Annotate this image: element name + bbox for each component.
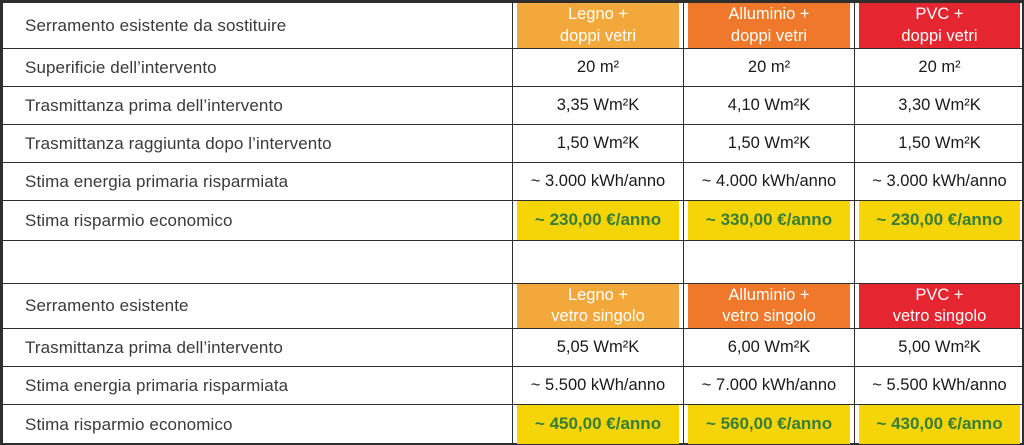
savings-cell: ~ 430,00 €/anno	[854, 404, 1024, 445]
spacer-row	[2, 240, 1024, 284]
value-cell: ~ 4.000 kWh/anno	[683, 162, 855, 201]
table-row-risparmio-economico-2: Stima risparmio economico ~ 450,00 €/ann…	[2, 404, 1024, 445]
pvc-vetro-singolo-chip: PVC + vetro singolo	[859, 284, 1020, 328]
col-header-line1: Alluminio +	[728, 5, 810, 24]
savings-amount: ~ 560,00 €/anno	[705, 414, 833, 434]
row-label: Stima risparmio economico	[2, 404, 513, 445]
value-cell: 5,05 Wm²K	[512, 328, 684, 367]
table-row-energia-risparmiata: Stima energia primaria risparmiata ~ 3.0…	[2, 162, 1024, 201]
row-label: Stima energia primaria risparmiata	[2, 366, 513, 405]
value-cell: ~ 5.500 kWh/anno	[854, 366, 1024, 405]
value-cell: ~ 3.000 kWh/anno	[512, 162, 684, 201]
legno-vetro-singolo-chip: Legno + vetro singolo	[517, 284, 679, 328]
savings-cell: ~ 230,00 €/anno	[854, 200, 1024, 241]
col-header-line1: PVC +	[915, 5, 964, 24]
value-cell: 20 m²	[854, 48, 1024, 87]
table-row-risparmio-economico: Stima risparmio economico ~ 230,00 €/ann…	[2, 200, 1024, 241]
empty-cell	[854, 240, 1024, 284]
savings-value: ~ 450,00 €/anno	[517, 405, 679, 444]
savings-cell: ~ 330,00 €/anno	[683, 200, 855, 241]
value-cell: 20 m²	[683, 48, 855, 87]
savings-cell: ~ 230,00 €/anno	[512, 200, 684, 241]
value-cell: 1,50 Wm²K	[512, 124, 684, 163]
savings-value: ~ 430,00 €/anno	[859, 405, 1020, 444]
section2-title: Serramento esistente	[2, 283, 513, 329]
col-header-legno-doppi-vetri: Legno + doppi vetri	[512, 2, 684, 49]
col-header-line2: doppi vetri	[730, 26, 808, 45]
empty-cell	[683, 240, 855, 284]
col-header-line2: doppi vetri	[901, 26, 978, 45]
savings-value: ~ 560,00 €/anno	[688, 405, 850, 444]
savings-amount: ~ 330,00 €/anno	[705, 210, 833, 230]
section1-title: Serramento esistente da sostituire	[2, 2, 513, 49]
savings-amount: ~ 430,00 €/anno	[876, 414, 1003, 434]
col-header-line1: Legno +	[567, 285, 629, 304]
value-cell: 20 m²	[512, 48, 684, 87]
value-cell: ~ 3.000 kWh/anno	[854, 162, 1024, 201]
row-label: Stima energia primaria risparmiata	[2, 162, 513, 201]
value-cell: 1,50 Wm²K	[683, 124, 855, 163]
row-label: Trasmittanza prima dell’intervento	[2, 328, 513, 367]
col-header-line2: vetro singolo	[892, 307, 987, 325]
value-cell: ~ 7.000 kWh/anno	[683, 366, 855, 405]
savings-amount: ~ 450,00 €/anno	[534, 414, 662, 434]
row-label: Superificie dell’intervento	[2, 48, 513, 87]
col-header-line1: Legno +	[567, 5, 629, 24]
col-header-pvc-doppi-vetri: PVC + doppi vetri	[854, 2, 1024, 49]
savings-value: ~ 230,00 €/anno	[859, 201, 1020, 240]
alluminio-vetro-singolo-chip: Alluminio + vetro singolo	[688, 284, 850, 328]
col-header-line1: Alluminio +	[728, 285, 810, 304]
value-cell: 5,00 Wm²K	[854, 328, 1024, 367]
value-cell: 6,00 Wm²K	[683, 328, 855, 367]
section1-header-row: Serramento esistente da sostituire Legno…	[2, 2, 1024, 49]
savings-value: ~ 230,00 €/anno	[517, 201, 679, 240]
pvc-doppi-vetri-chip: PVC + doppi vetri	[859, 3, 1020, 48]
col-header-alluminio-vetro-singolo: Alluminio + vetro singolo	[683, 283, 855, 329]
value-cell: 3,30 Wm²K	[854, 86, 1024, 125]
value-cell: 1,50 Wm²K	[854, 124, 1024, 163]
row-label: Trasmittanza prima dell’intervento	[2, 86, 513, 125]
empty-cell	[512, 240, 684, 284]
table-row-energia-risparmiata-2: Stima energia primaria risparmiata ~ 5.5…	[2, 366, 1024, 405]
col-header-line2: doppi vetri	[559, 26, 637, 45]
section2-header-row: Serramento esistente Legno + vetro singo…	[2, 283, 1024, 329]
empty-cell	[2, 240, 513, 284]
col-header-line1: PVC +	[915, 285, 964, 304]
table-row-trasmittanza-prima: Trasmittanza prima dell’intervento 3,35 …	[2, 86, 1024, 125]
value-cell: 3,35 Wm²K	[512, 86, 684, 125]
savings-amount: ~ 230,00 €/anno	[534, 210, 662, 230]
savings-amount: ~ 230,00 €/anno	[876, 210, 1003, 230]
table-row-trasmittanza-prima-2: Trasmittanza prima dell’intervento 5,05 …	[2, 328, 1024, 367]
col-header-legno-vetro-singolo: Legno + vetro singolo	[512, 283, 684, 329]
row-label: Trasmittanza raggiunta dopo l’intervento	[2, 124, 513, 163]
legno-doppi-vetri-chip: Legno + doppi vetri	[517, 3, 679, 48]
col-header-line2: vetro singolo	[551, 307, 645, 325]
savings-value: ~ 330,00 €/anno	[688, 201, 850, 240]
table-row-superficie: Superificie dell’intervento 20 m² 20 m² …	[2, 48, 1024, 87]
col-header-pvc-vetro-singolo: PVC + vetro singolo	[854, 283, 1024, 329]
savings-cell: ~ 450,00 €/anno	[512, 404, 684, 445]
row-label: Stima risparmio economico	[2, 200, 513, 241]
alluminio-doppi-vetri-chip: Alluminio + doppi vetri	[688, 3, 850, 48]
value-cell: ~ 5.500 kWh/anno	[512, 366, 684, 405]
table-row-trasmittanza-dopo: Trasmittanza raggiunta dopo l’intervento…	[2, 124, 1024, 163]
savings-cell: ~ 560,00 €/anno	[683, 404, 855, 445]
col-header-line2: vetro singolo	[722, 307, 816, 325]
value-cell: 4,10 Wm²K	[683, 86, 855, 125]
col-header-alluminio-doppi-vetri: Alluminio + doppi vetri	[683, 2, 855, 49]
